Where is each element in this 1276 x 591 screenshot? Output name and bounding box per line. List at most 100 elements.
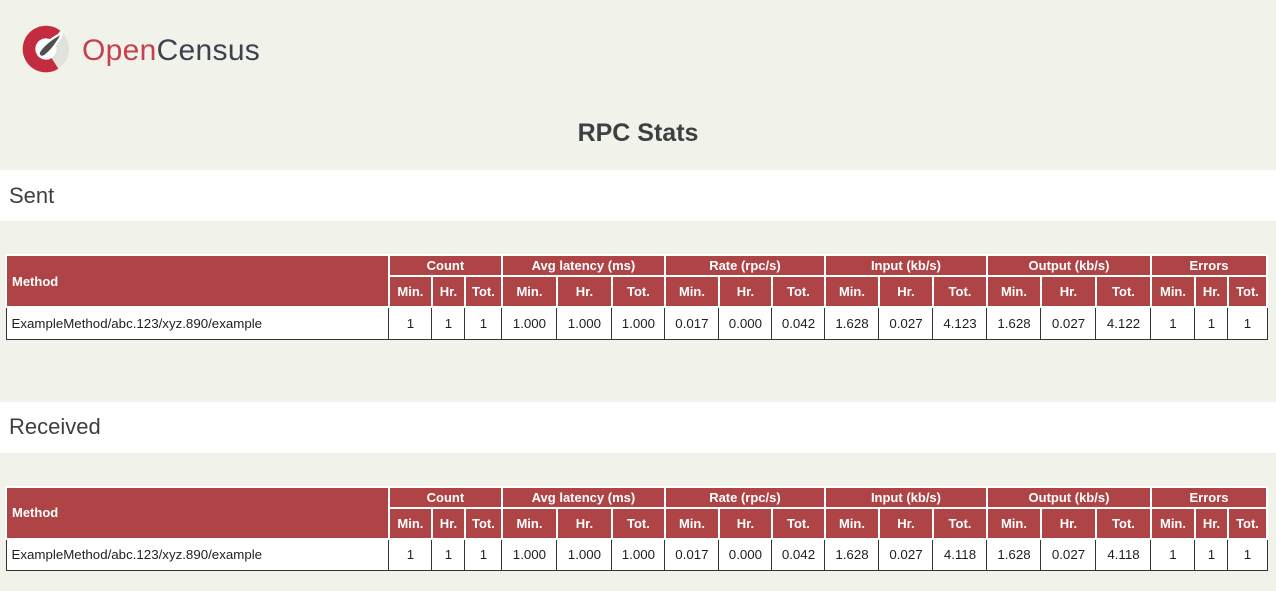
received-stats-table: Method Count Avg latency (ms) Rate (rpc/s) I… bbox=[5, 485, 1269, 571]
interval-column-header: Min. bbox=[823, 275, 880, 308]
stat-cell: 1 bbox=[388, 538, 433, 571]
stat-cell: 1 bbox=[464, 538, 503, 571]
group-column-header: Input (kb/s) bbox=[823, 254, 988, 277]
bottom-spacer bbox=[0, 571, 1276, 589]
interval-column-header: Hr. bbox=[1039, 506, 1097, 540]
stat-cell: 1 bbox=[1150, 538, 1196, 571]
stat-cell: 1.000 bbox=[501, 538, 558, 571]
stat-cell: 1.000 bbox=[611, 306, 666, 340]
group-column-header: Count bbox=[387, 254, 503, 277]
interval-column-header: Hr. bbox=[717, 275, 773, 308]
stat-cell: 1 bbox=[1194, 306, 1229, 340]
interval-column-header: Hr. bbox=[430, 275, 466, 308]
table-row: ExampleMethod/abc.123/xyz.890/example 1 1 1… bbox=[5, 538, 1268, 571]
stat-cell: 1.000 bbox=[611, 538, 666, 571]
header-interval-row: Min. Hr. Tot. Min. Hr. Tot. Min. Hr. Tot. Min. Hr.… bbox=[6, 275, 1269, 308]
interval-column-header: Hr. bbox=[1193, 275, 1229, 308]
interval-column-header: Tot. bbox=[1226, 506, 1269, 540]
method-column-header: Method bbox=[5, 254, 390, 308]
group-column-header: Count bbox=[387, 485, 503, 509]
interval-column-header: Tot. bbox=[463, 275, 503, 308]
interval-column-header: Tot. bbox=[931, 275, 988, 308]
interval-column-header: Hr. bbox=[877, 275, 934, 308]
group-column-header: Input (kb/s) bbox=[823, 485, 988, 509]
stat-cell: 1 bbox=[431, 538, 466, 571]
header-group-row: Method Count Avg latency (ms) Rate (rpc/s) I… bbox=[5, 254, 1269, 308]
header-group-row: Method Count Avg latency (ms) Rate (rpc/s) I… bbox=[5, 485, 1269, 540]
stat-cell: 1.000 bbox=[556, 538, 613, 571]
interval-column-header: Min. bbox=[985, 275, 1042, 308]
stat-cell: 1.628 bbox=[986, 538, 1042, 571]
stat-cell: 1 bbox=[1227, 538, 1268, 571]
group-column-header: Avg latency (ms) bbox=[500, 254, 666, 277]
interval-column-header: Tot. bbox=[770, 275, 826, 308]
interval-column-header: Min. bbox=[500, 506, 558, 540]
brand-header: OpenCensus bbox=[0, 0, 1276, 73]
method-cell: ExampleMethod/abc.123/xyz.890/example bbox=[5, 306, 390, 340]
stat-cell: 0.027 bbox=[878, 306, 934, 340]
section-heading-sent: Sent bbox=[0, 170, 1276, 221]
method-cell: ExampleMethod/abc.123/xyz.890/example bbox=[5, 538, 390, 571]
table-row: ExampleMethod/abc.123/xyz.890/example 1 1 1… bbox=[5, 306, 1268, 340]
stat-cell: 0.042 bbox=[771, 538, 826, 571]
stat-cell: 0.000 bbox=[718, 306, 773, 340]
brand-name-primary: Open bbox=[82, 33, 157, 67]
group-column-header: Output (kb/s) bbox=[985, 485, 1152, 509]
interval-column-header: Tot. bbox=[770, 506, 826, 540]
stat-cell: 0.017 bbox=[664, 306, 720, 340]
interval-column-header: Hr. bbox=[1039, 275, 1097, 308]
stat-cell: 1.000 bbox=[556, 306, 613, 340]
group-column-header: Rate (rpc/s) bbox=[663, 254, 826, 277]
interval-column-header: Min. bbox=[823, 506, 880, 540]
stat-cell: 0.027 bbox=[1040, 538, 1097, 571]
interval-column-header: Min. bbox=[985, 506, 1042, 540]
interval-column-header: Tot. bbox=[463, 506, 503, 540]
page-title: RPC Stats bbox=[577, 119, 699, 147]
stat-cell: 1.628 bbox=[824, 538, 880, 571]
interval-column-header: Tot. bbox=[931, 506, 988, 540]
section-heading-sent-label: Sent bbox=[9, 182, 55, 208]
interval-column-header: Tot. bbox=[610, 506, 666, 540]
section-heading-received: Received bbox=[0, 401, 1276, 453]
stat-cell: 0.027 bbox=[1040, 306, 1097, 340]
interval-column-header: Hr. bbox=[555, 506, 613, 540]
stat-cell: 0.000 bbox=[718, 538, 773, 571]
interval-column-header: Tot. bbox=[1226, 275, 1269, 308]
group-column-header: Errors bbox=[1149, 254, 1269, 277]
interval-column-header: Hr. bbox=[877, 506, 934, 540]
interval-column-header: Tot. bbox=[610, 275, 666, 308]
sent-stats-table: Method Count Avg latency (ms) Rate (rpc/s) I… bbox=[5, 254, 1269, 340]
stat-cell: 1.628 bbox=[824, 306, 880, 340]
interval-column-header: Hr. bbox=[555, 275, 613, 308]
section-heading-received-label: Received bbox=[9, 414, 101, 439]
stat-cell: 4.123 bbox=[932, 306, 988, 340]
interval-column-header: Hr. bbox=[1193, 506, 1229, 540]
method-column-header: Method bbox=[5, 485, 390, 540]
interval-column-header: Min. bbox=[663, 506, 720, 540]
interval-column-header: Tot. bbox=[1094, 506, 1152, 540]
stat-cell: 4.118 bbox=[932, 538, 988, 571]
opencensus-gauge-icon bbox=[22, 25, 70, 73]
stat-cell: 4.118 bbox=[1095, 538, 1152, 571]
group-column-header: Errors bbox=[1149, 485, 1269, 509]
interval-column-header: Hr. bbox=[430, 506, 466, 540]
brand-wordmark: OpenCensus bbox=[82, 32, 260, 66]
stat-cell: 1 bbox=[1150, 306, 1196, 340]
stat-cell: 0.042 bbox=[771, 306, 826, 340]
interval-column-header: Min. bbox=[500, 275, 558, 308]
stat-cell: 1 bbox=[464, 306, 503, 340]
interval-column-header: Min. bbox=[1149, 506, 1196, 540]
stat-cell: 1 bbox=[1194, 538, 1229, 571]
stat-cell: 1 bbox=[1227, 306, 1268, 340]
stat-cell: 1 bbox=[431, 306, 466, 340]
interval-column-header: Hr. bbox=[717, 506, 773, 540]
interval-column-header: Min. bbox=[387, 275, 433, 308]
stat-cell: 1.000 bbox=[501, 306, 558, 340]
header-interval-row: Min. Hr. Tot. Min. Hr. Tot. Min. Hr. Tot. Min. Hr.… bbox=[6, 506, 1269, 540]
stat-cell: 1 bbox=[388, 306, 433, 340]
group-column-header: Output (kb/s) bbox=[985, 254, 1152, 277]
interval-column-header: Min. bbox=[1149, 275, 1196, 308]
stat-cell: 4.122 bbox=[1095, 306, 1152, 340]
stat-cell: 0.027 bbox=[878, 538, 934, 571]
